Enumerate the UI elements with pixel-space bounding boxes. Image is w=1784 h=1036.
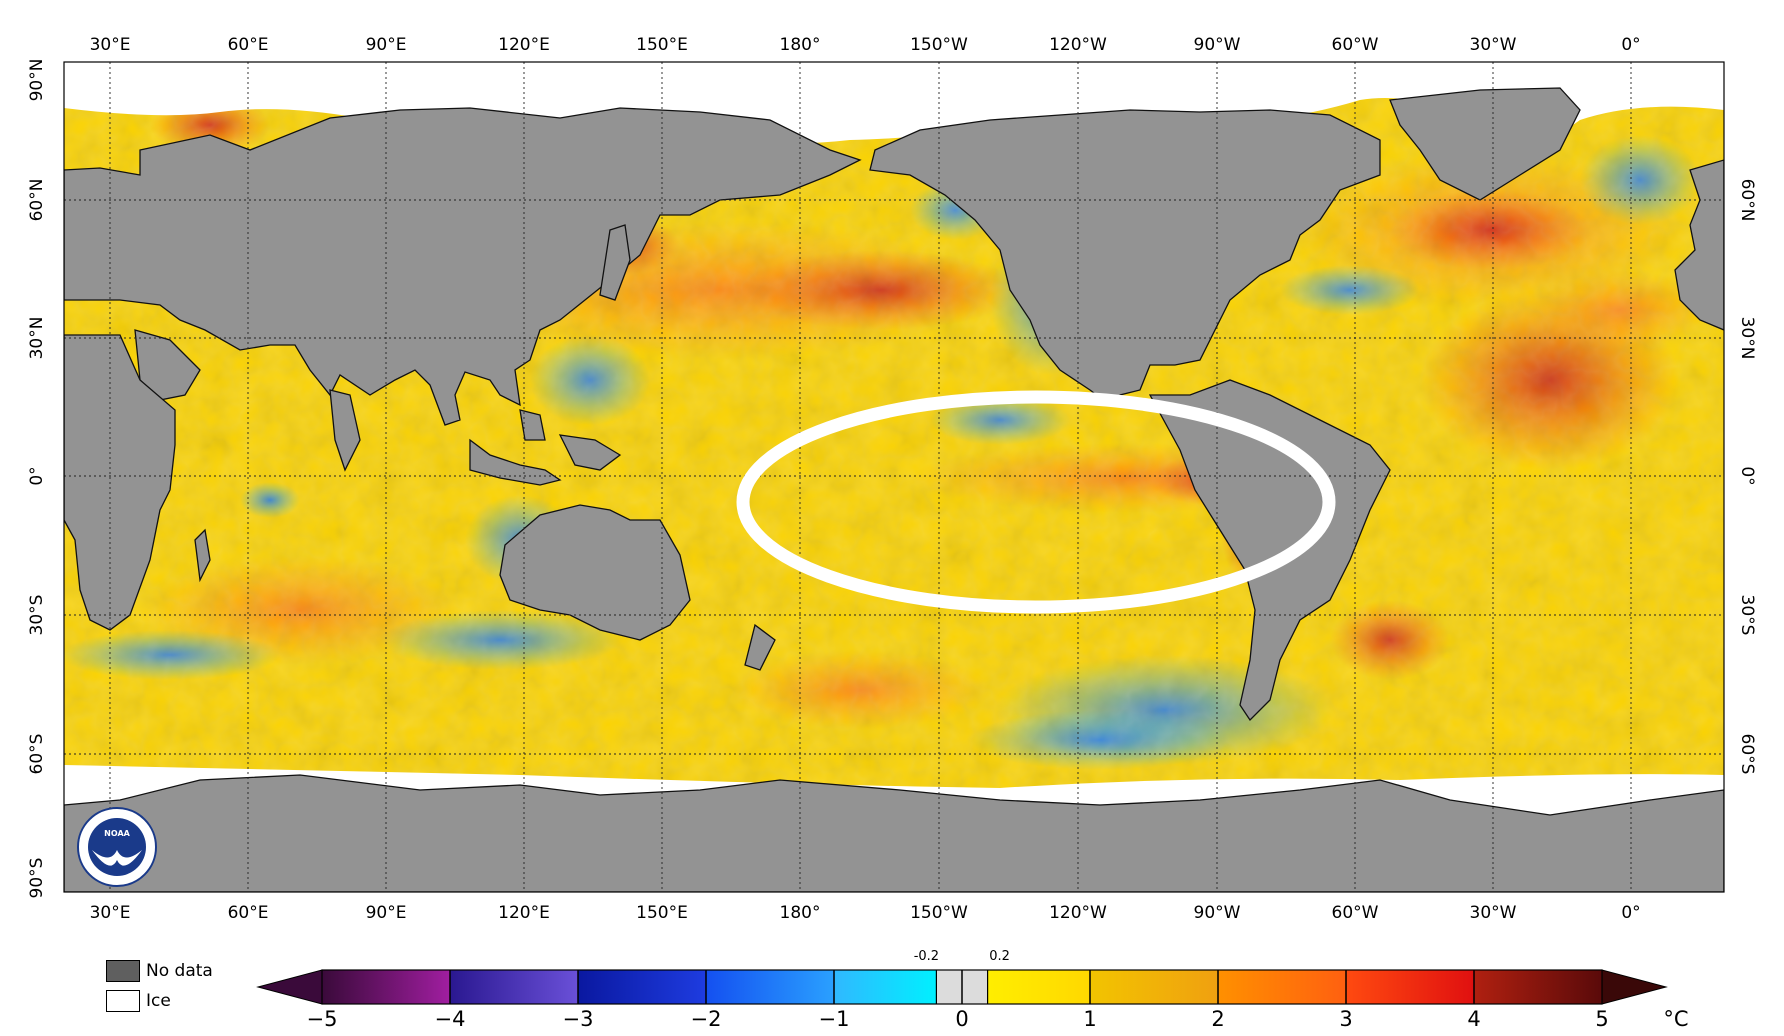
uk-europe-west	[1674, 159, 1724, 331]
colorbar-tick-label: 4	[1467, 1007, 1480, 1031]
colorbar-segment	[706, 970, 834, 1004]
colorbar-tick-label: 1	[1083, 1007, 1096, 1031]
australia	[499, 504, 691, 641]
colorbar-tick-label: 2	[1211, 1007, 1224, 1031]
legend-no-data-label: No data	[146, 961, 213, 981]
latitude-labels-right: 60°N 30°N 0° 30°S 60°S	[1737, 179, 1757, 775]
lon-label-top: 120°E	[498, 35, 550, 55]
colorbar-segment	[1090, 970, 1218, 1004]
lon-label-bottom: 180°	[780, 903, 821, 923]
lon-label-bottom: 120°W	[1049, 903, 1107, 923]
colorbar-segment	[450, 970, 578, 1004]
legend-no-data-swatch	[106, 960, 140, 982]
latitude-labels-left: 90°N 60°N 30°N 0° 30°S 60°S 90°S	[27, 59, 47, 899]
longitude-labels-bottom: 30°E 60°E 90°E 120°E 150°E 180° 150°W 120°W 90°W…	[90, 903, 1641, 923]
colorbar-tick-label: −1	[819, 1007, 850, 1031]
africa	[64, 334, 176, 631]
colorbar-max-extend	[1601, 969, 1668, 1005]
colorbar-tick-label: −4	[435, 1007, 466, 1031]
colorbar-segment	[322, 970, 450, 1004]
lon-label-bottom: 150°E	[636, 903, 688, 923]
new-zealand	[744, 623, 776, 671]
land-masses	[64, 87, 1724, 892]
antarctica	[64, 774, 1724, 892]
north-america	[869, 109, 1381, 406]
lon-label-top: 90°E	[366, 35, 407, 55]
japan	[599, 224, 631, 301]
lon-label-top: 120°W	[1049, 35, 1107, 55]
gridlines	[64, 62, 1724, 892]
map-border	[63, 61, 1725, 893]
lon-label-bottom: 60°W	[1332, 903, 1379, 923]
lat-label-right: 30°N	[1737, 317, 1757, 360]
lon-label-bottom: 90°E	[366, 903, 407, 923]
lon-label-bottom: 30°W	[1470, 903, 1517, 923]
lon-label-bottom: 90°W	[1194, 903, 1241, 923]
colorbar-unit: °C	[1663, 1007, 1688, 1031]
lon-label-top: 0°	[1621, 35, 1640, 55]
lat-label-left: 0°	[27, 466, 47, 485]
lat-label-right: 60°S	[1737, 734, 1757, 775]
lon-label-top: 90°W	[1194, 35, 1241, 55]
lat-label-right: 30°S	[1737, 595, 1757, 636]
lon-label-top: 150°E	[636, 35, 688, 55]
lon-label-top: 60°E	[228, 35, 269, 55]
lat-label-left: 60°S	[27, 734, 47, 775]
lon-label-top: 30°E	[90, 35, 131, 55]
colorbar: −5 −4 −3 −2 −1 0 1 2 3 4 5 -0.2 0.2 °C	[256, 949, 1689, 1031]
lon-label-top: 60°W	[1332, 35, 1379, 55]
noaa-logo: NOAA	[77, 807, 157, 887]
lat-label-left: 90°N	[27, 59, 47, 102]
colorbar-segment	[834, 970, 937, 1004]
lon-label-top: 180°	[780, 35, 821, 55]
colorbar-tick-label: 3	[1339, 1007, 1352, 1031]
svg-text:NOAA: NOAA	[104, 829, 130, 838]
se-asia-islands	[469, 409, 622, 486]
legend-ice-swatch	[106, 990, 140, 1012]
lat-label-left: 60°N	[27, 179, 47, 222]
legend-ice-label: Ice	[146, 991, 171, 1011]
south-america	[1148, 379, 1391, 722]
lat-label-right: 60°N	[1737, 179, 1757, 222]
lon-label-bottom: 150°W	[910, 903, 968, 923]
colorbar-segment	[1346, 970, 1474, 1004]
colorbar-segment	[578, 970, 706, 1004]
eurasia	[64, 107, 862, 426]
highlight-ellipse	[736, 390, 1336, 614]
lat-label-left: 30°N	[27, 317, 47, 360]
lat-label-left: 90°S	[27, 858, 47, 899]
lon-label-bottom: 30°E	[90, 903, 131, 923]
colorbar-small-tick-label: -0.2	[914, 949, 939, 964]
lon-label-bottom: 0°	[1621, 903, 1640, 923]
lat-label-left: 30°S	[27, 595, 47, 636]
colorbar-tick-label: −2	[691, 1007, 722, 1031]
madagascar	[194, 528, 211, 583]
longitude-labels-top: 30°E 60°E 90°E 120°E 150°E 180° 150°W 120°W 90°W…	[90, 35, 1641, 55]
lat-label-right: 0°	[1737, 466, 1757, 485]
lon-label-bottom: 60°E	[228, 903, 269, 923]
colorbar-segment	[987, 970, 1090, 1004]
colorbar-tick-label: −3	[563, 1007, 594, 1031]
greenland	[1389, 87, 1581, 201]
colorbar-small-tick-label: 0.2	[989, 949, 1010, 964]
colorbar-tick-label: 5	[1595, 1007, 1608, 1031]
map-frame: NOAA	[64, 62, 1724, 892]
lon-label-top: 30°W	[1470, 35, 1517, 55]
lon-label-top: 150°W	[910, 35, 968, 55]
colorbar-min-extend	[256, 969, 323, 1005]
colorbar-segment	[1218, 970, 1346, 1004]
colorbar-tick-label: 0	[955, 1007, 968, 1031]
colorbar-tick-label: −5	[307, 1007, 338, 1031]
lon-label-bottom: 120°E	[498, 903, 550, 923]
colorbar-segment	[1474, 970, 1602, 1004]
